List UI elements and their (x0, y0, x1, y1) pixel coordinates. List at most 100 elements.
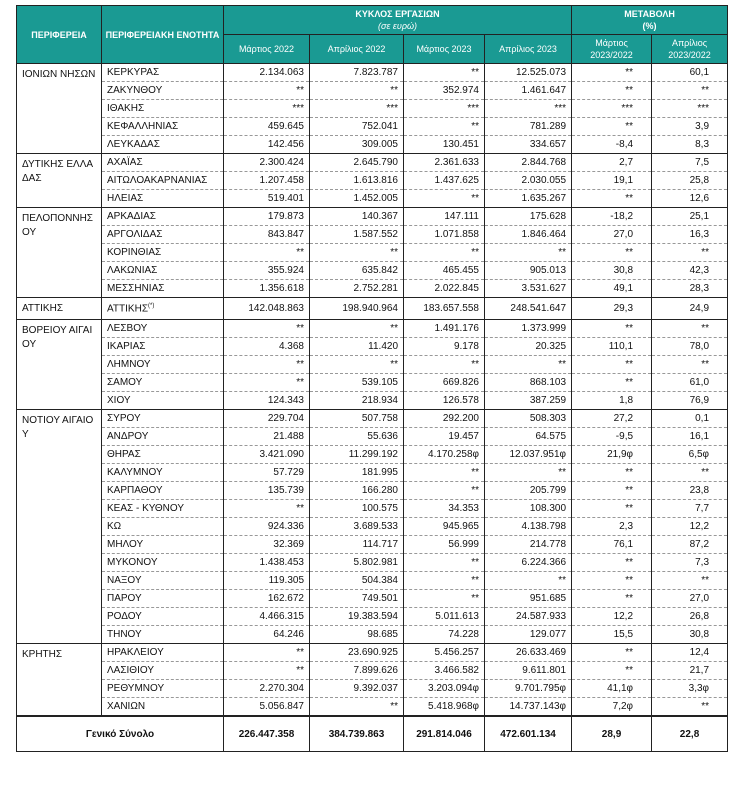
value-cell: 2,7 (571, 153, 653, 172)
region-cell: ΔΥΤΙΚΗΣ ΕΛΛΑΔΑΣ (16, 153, 102, 208)
value-cell: 7,7 (651, 499, 729, 518)
value-cell: ** (403, 589, 485, 608)
value-cell: 27,0 (571, 225, 653, 244)
value-cell: 2.752.281 (309, 279, 404, 298)
value-cell: 147.111 (403, 207, 485, 226)
value-cell: 2.134.063 (223, 63, 310, 82)
unit-cell: ΘΗΡΑΣ (101, 445, 224, 464)
value-cell: 28,3 (651, 279, 729, 298)
value-cell: 30,8 (651, 625, 729, 644)
value-cell: 951.685 (483, 589, 573, 608)
value-cell: 2,3 (571, 517, 653, 536)
total-value: 384.739.863 (309, 715, 404, 752)
value-cell: ** (651, 571, 729, 590)
value-cell: 229.704 (223, 409, 310, 428)
value-cell: 100.575 (309, 499, 404, 518)
value-cell: 5.056.847 (223, 697, 310, 717)
table-row: ΗΛΕΙΑΣ 519.401 1.452.005 ** 1.635.267 ** 12,6 (17, 189, 729, 208)
value-cell: ** (403, 243, 485, 262)
value-cell: 7.823.787 (309, 63, 404, 82)
value-cell: 175.628 (483, 207, 573, 226)
value-cell: 14.737.143φ (483, 697, 573, 717)
value-cell: ** (483, 463, 573, 482)
value-cell: 55.636 (309, 427, 404, 446)
table-row: ΚΕΦΑΛΛΗΝΙΑΣ 459.645 752.041 ** 781.289 ** 3,9 (17, 117, 729, 136)
column-header: Μάρτιος 2022 (223, 34, 310, 64)
value-cell: 3,9 (651, 117, 729, 136)
column-header: Απρίλιος 2023 (483, 34, 573, 64)
header-change-title: ΜΕΤΑΒΟΛΗ (624, 9, 675, 19)
value-cell: ** (571, 643, 653, 662)
value-cell: ** (571, 373, 653, 392)
value-cell: 124.343 (223, 391, 310, 410)
value-cell: 248.541.647 (483, 297, 573, 320)
column-header: Μάρτιος 2023/2022 (571, 34, 653, 64)
table-row: ΑΙΤΩΛΟΑΚΑΡΝΑΝΙΑΣ 1.207.458 1.613.816 1.437.… (17, 171, 729, 190)
table-row: ΜΥΚΟΝΟΥ 1.438.453 5.802.981 ** 6.224.366 ** 7,… (17, 553, 729, 572)
value-cell: 16,1 (651, 427, 729, 446)
unit-cell: ΗΛΕΙΑΣ (101, 189, 224, 208)
unit-cell: ΛΗΜΝΟΥ (101, 355, 224, 374)
unit-cell: ΡΟΔΟΥ (101, 607, 224, 626)
value-cell: 98.685 (309, 625, 404, 644)
value-cell: *** (403, 99, 485, 118)
value-cell: ** (223, 81, 310, 100)
value-cell: 1.613.816 (309, 171, 404, 190)
value-cell: ** (403, 463, 485, 482)
unit-cell: ΑΧΑΪΑΣ (101, 153, 224, 172)
unit-cell: ΧΙΟΥ (101, 391, 224, 410)
value-cell: 140.367 (309, 207, 404, 226)
unit-cell: ΛΕΥΚΑΔΑΣ (101, 135, 224, 154)
value-cell: ** (571, 63, 653, 82)
unit-cell: ΚΕΡΚΥΡΑΣ (101, 63, 224, 82)
value-cell: ** (403, 571, 485, 590)
value-cell: ** (571, 319, 653, 338)
value-cell: -8,4 (571, 135, 653, 154)
value-cell: 25,1 (651, 207, 729, 226)
value-cell: 2.645.790 (309, 153, 404, 172)
value-cell: 25,8 (651, 171, 729, 190)
unit-cell: ΖΑΚΥΝΘΟΥ (101, 81, 224, 100)
value-cell: 0,1 (651, 409, 729, 428)
value-cell: 23,8 (651, 481, 729, 500)
table-row: ΒΟΡΕΙΟΥ ΑΙΓΑΙΟΥ ΛΕΣΒΟΥ ** ** 1.491.176 1.373.… (16, 319, 729, 410)
value-cell: 1.846.464 (483, 225, 573, 244)
table-row: ΜΗΛΟΥ 32.369 114.717 56.999 214.778 76,1 87,2 (17, 535, 729, 554)
column-header: Απρίλιος 2023/2022 (651, 34, 729, 64)
value-cell: 179.873 (223, 207, 310, 226)
unit-cell: ΠΑΡΟΥ (101, 589, 224, 608)
value-cell: 6.224.366 (483, 553, 573, 572)
value-cell: 539.105 (309, 373, 404, 392)
value-cell: 26,8 (651, 607, 729, 626)
value-cell: 130.451 (403, 135, 485, 154)
value-cell: 3.531.627 (483, 279, 573, 298)
value-cell: 129.077 (483, 625, 573, 644)
table-row: ΡΟΔΟΥ 4.466.315 19.383.594 5.011.613 24.587.… (17, 607, 729, 626)
value-cell: 64.575 (483, 427, 573, 446)
table-row: ΣΑΜΟΥ ** 539.105 669.826 868.103 ** 61,0 (17, 373, 729, 392)
value-cell: 9.178 (403, 337, 485, 356)
unit-cell: ΚΕΑΣ - ΚΥΘΝΟΥ (101, 499, 224, 518)
value-cell: 76,9 (651, 391, 729, 410)
value-cell: 11.420 (309, 337, 404, 356)
value-cell: 1.635.267 (483, 189, 573, 208)
value-cell: 504.384 (309, 571, 404, 590)
value-cell: 669.826 (403, 373, 485, 392)
value-cell: ** (223, 373, 310, 392)
value-cell: 1.437.625 (403, 171, 485, 190)
value-cell: 781.289 (483, 117, 573, 136)
total-value: 28,9 (571, 715, 653, 752)
value-cell: 2.022.845 (403, 279, 485, 298)
header-change: ΜΕΤΑΒΟΛΗ (%) (571, 5, 729, 35)
value-cell: ** (403, 481, 485, 500)
value-cell: 142.048.863 (223, 297, 310, 320)
table-row: ΠΑΡΟΥ 162.672 749.501 ** 951.685 ** 27,0 (17, 589, 729, 608)
value-cell: 635.842 (309, 261, 404, 280)
table-row: ΝΟΤΙΟΥ ΑΙΓΑΙΟΥ ΣΥΡΟΥ 229.704 507.758 292.200… (16, 409, 729, 644)
unit-cell: ΛΕΣΒΟΥ (101, 319, 224, 338)
value-cell: *** (483, 99, 573, 118)
value-cell: 355.924 (223, 261, 310, 280)
value-cell: 752.041 (309, 117, 404, 136)
value-cell: 5.456.257 (403, 643, 485, 662)
value-cell: 21,9φ (571, 445, 653, 464)
